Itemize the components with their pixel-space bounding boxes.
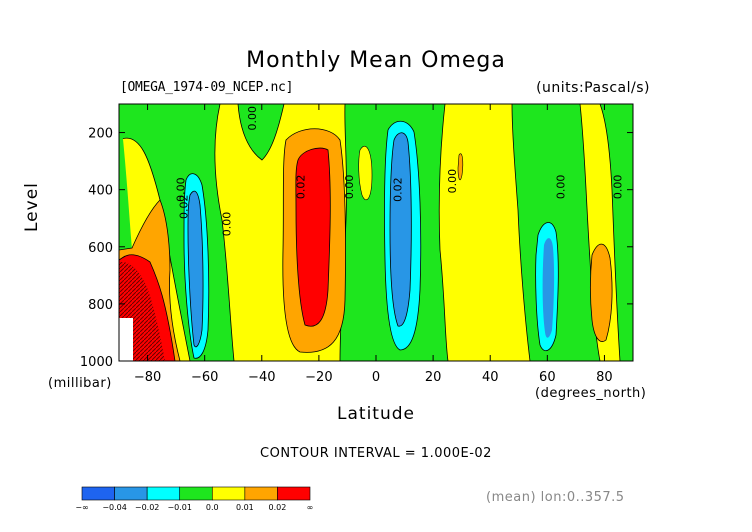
y-tick-label: 1000 [80,355,113,370]
x-tick-label: 20 [425,370,442,385]
chart-title: Monthly Mean Omega [246,48,506,73]
units-label: (units:Pascal/s) [536,80,650,96]
colorbar-swatch [211,486,246,501]
colorbar-label: −0.04 [102,503,127,512]
blue-region-south [187,190,204,348]
x-tick-label: 60 [539,370,556,385]
x-tick-label: 0 [372,370,380,385]
contour-interval-label: CONTOUR INTERVAL = 1.000E-02 [260,446,492,461]
y-axis: 200 400 600 800 1000 [80,127,633,370]
x-tick-label: 80 [596,370,613,385]
colorbar: −∞ −0.04 −0.02 −0.01 0.0 0.01 0.02 ∞ [75,486,314,512]
x-axis: −80 −60 −40 −20 0 20 40 60 80 [134,104,613,385]
y-axis-label: Level [22,182,42,232]
orange-region-north [590,243,613,342]
contour-label: 0.00 [446,169,459,194]
contour-label: 0.00 [175,177,188,202]
colorbar-swatch [179,486,213,501]
green-region-top [237,104,285,161]
contour-label: 0.00 [246,106,259,130]
colorbar-swatch [146,486,181,501]
contour-label: 0.00 [612,175,625,200]
colorbar-swatch [81,486,115,501]
mean-note: (mean) lon:0..357.5 [486,490,625,505]
colorbar-label: −0.02 [135,503,160,512]
y-tick-label: 200 [88,127,113,142]
orange-spot-north [457,153,464,181]
colorbar-swatch [114,486,148,501]
x-tick-label: −40 [248,370,275,385]
x-tick-label: −80 [134,370,161,385]
colorbar-label: −0.01 [167,503,192,512]
y-tick-label: 600 [88,241,113,256]
y-axis-unit: (millibar) [48,376,112,391]
colorbar-label: 0.02 [269,503,287,512]
x-tick-label: −20 [305,370,332,385]
x-tick-label: 40 [482,370,499,385]
colorbar-label: 0.01 [236,503,254,512]
colorbar-swatch [277,486,311,501]
y-tick-label: 400 [88,184,113,199]
x-tick-label: −60 [191,370,218,385]
x-axis-unit: (degrees_north) [535,386,647,401]
blue-region-north [542,238,555,338]
green-region-edge [119,104,132,250]
contour-label: 0.00 [554,175,567,200]
contour-label: 0.02 [178,195,191,220]
colorbar-label: ∞ [307,503,314,512]
contour-label: 0.02 [392,177,405,202]
contour-label: 0.02 [295,175,308,200]
blue-region-equator [389,132,412,327]
colorbar-label: −∞ [75,503,88,512]
y-tick-label: 800 [88,298,113,313]
colorbar-swatch [244,486,278,501]
contour-label: 0.00 [343,175,356,200]
colorbar-label: 0.0 [206,503,219,512]
missing-data-region [119,318,133,361]
yellow-spot-equator [358,145,373,200]
contour-labels: 0.000.020.000.000.02 0.00 0.02 0.00 0.00 0.00 [175,106,625,236]
x-axis-label: Latitude [337,404,415,424]
plot-area: 0.000.020.000.000.02 0.00 0.02 0.00 0.00 0.00 [119,104,633,361]
red-region-southern-core [295,147,331,327]
file-label: [OMEGA_1974-09_NCEP.nc] [120,80,294,95]
green-region-north-edge [599,104,633,361]
contour-label: 0.00 [220,212,233,237]
